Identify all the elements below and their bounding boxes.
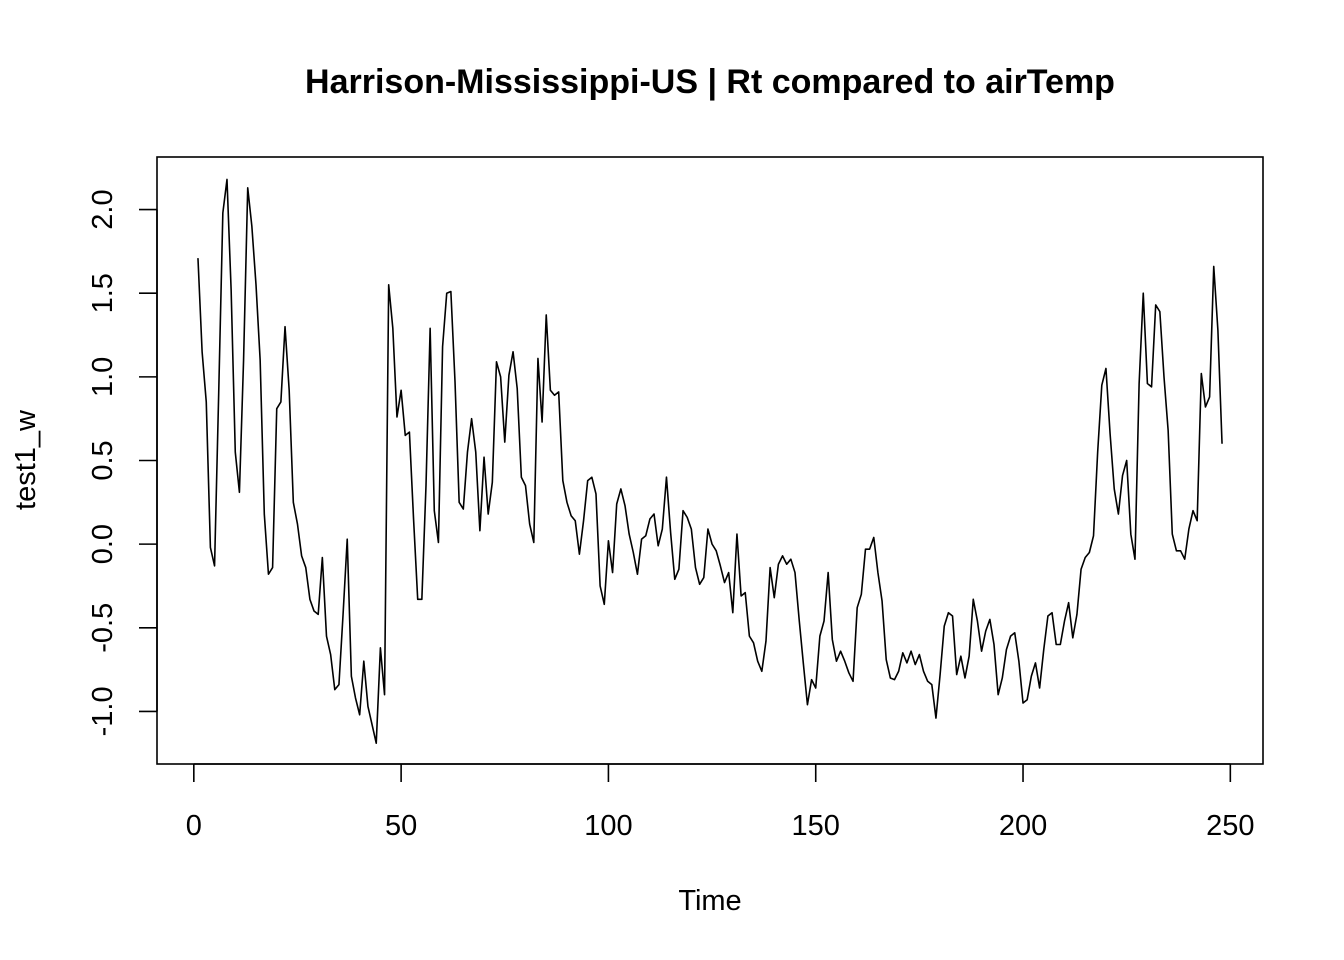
y-tick-label: -0.5 bbox=[87, 603, 119, 653]
x-tick-label: 250 bbox=[1206, 810, 1254, 842]
x-tick-label: 50 bbox=[385, 810, 417, 842]
x-tick-label: 100 bbox=[584, 810, 632, 842]
y-tick-label: -1.0 bbox=[87, 686, 119, 736]
y-tick-label: 0.5 bbox=[87, 440, 119, 480]
x-tick-label: 200 bbox=[999, 810, 1047, 842]
y-axis-label: test1_w bbox=[10, 409, 42, 510]
series-line-test1-w bbox=[197, 178, 1223, 744]
y-axis: -1.0 -0.5 0.0 0.5 1.0 1.5 2.0 bbox=[87, 189, 158, 736]
y-tick-label: 2.0 bbox=[87, 189, 119, 229]
y-tick-label: 1.5 bbox=[87, 273, 119, 313]
x-tick-label: 0 bbox=[186, 810, 202, 842]
y-tick-label: 0.0 bbox=[87, 524, 119, 564]
x-axis: 0 50 100 150 200 250 bbox=[186, 763, 1255, 842]
x-axis-label: Time bbox=[678, 885, 741, 917]
x-tick-label: 150 bbox=[792, 810, 840, 842]
chart-title: Harrison-Mississippi-US | Rt compared to… bbox=[305, 63, 1115, 101]
y-tick-label: 1.0 bbox=[87, 357, 119, 397]
